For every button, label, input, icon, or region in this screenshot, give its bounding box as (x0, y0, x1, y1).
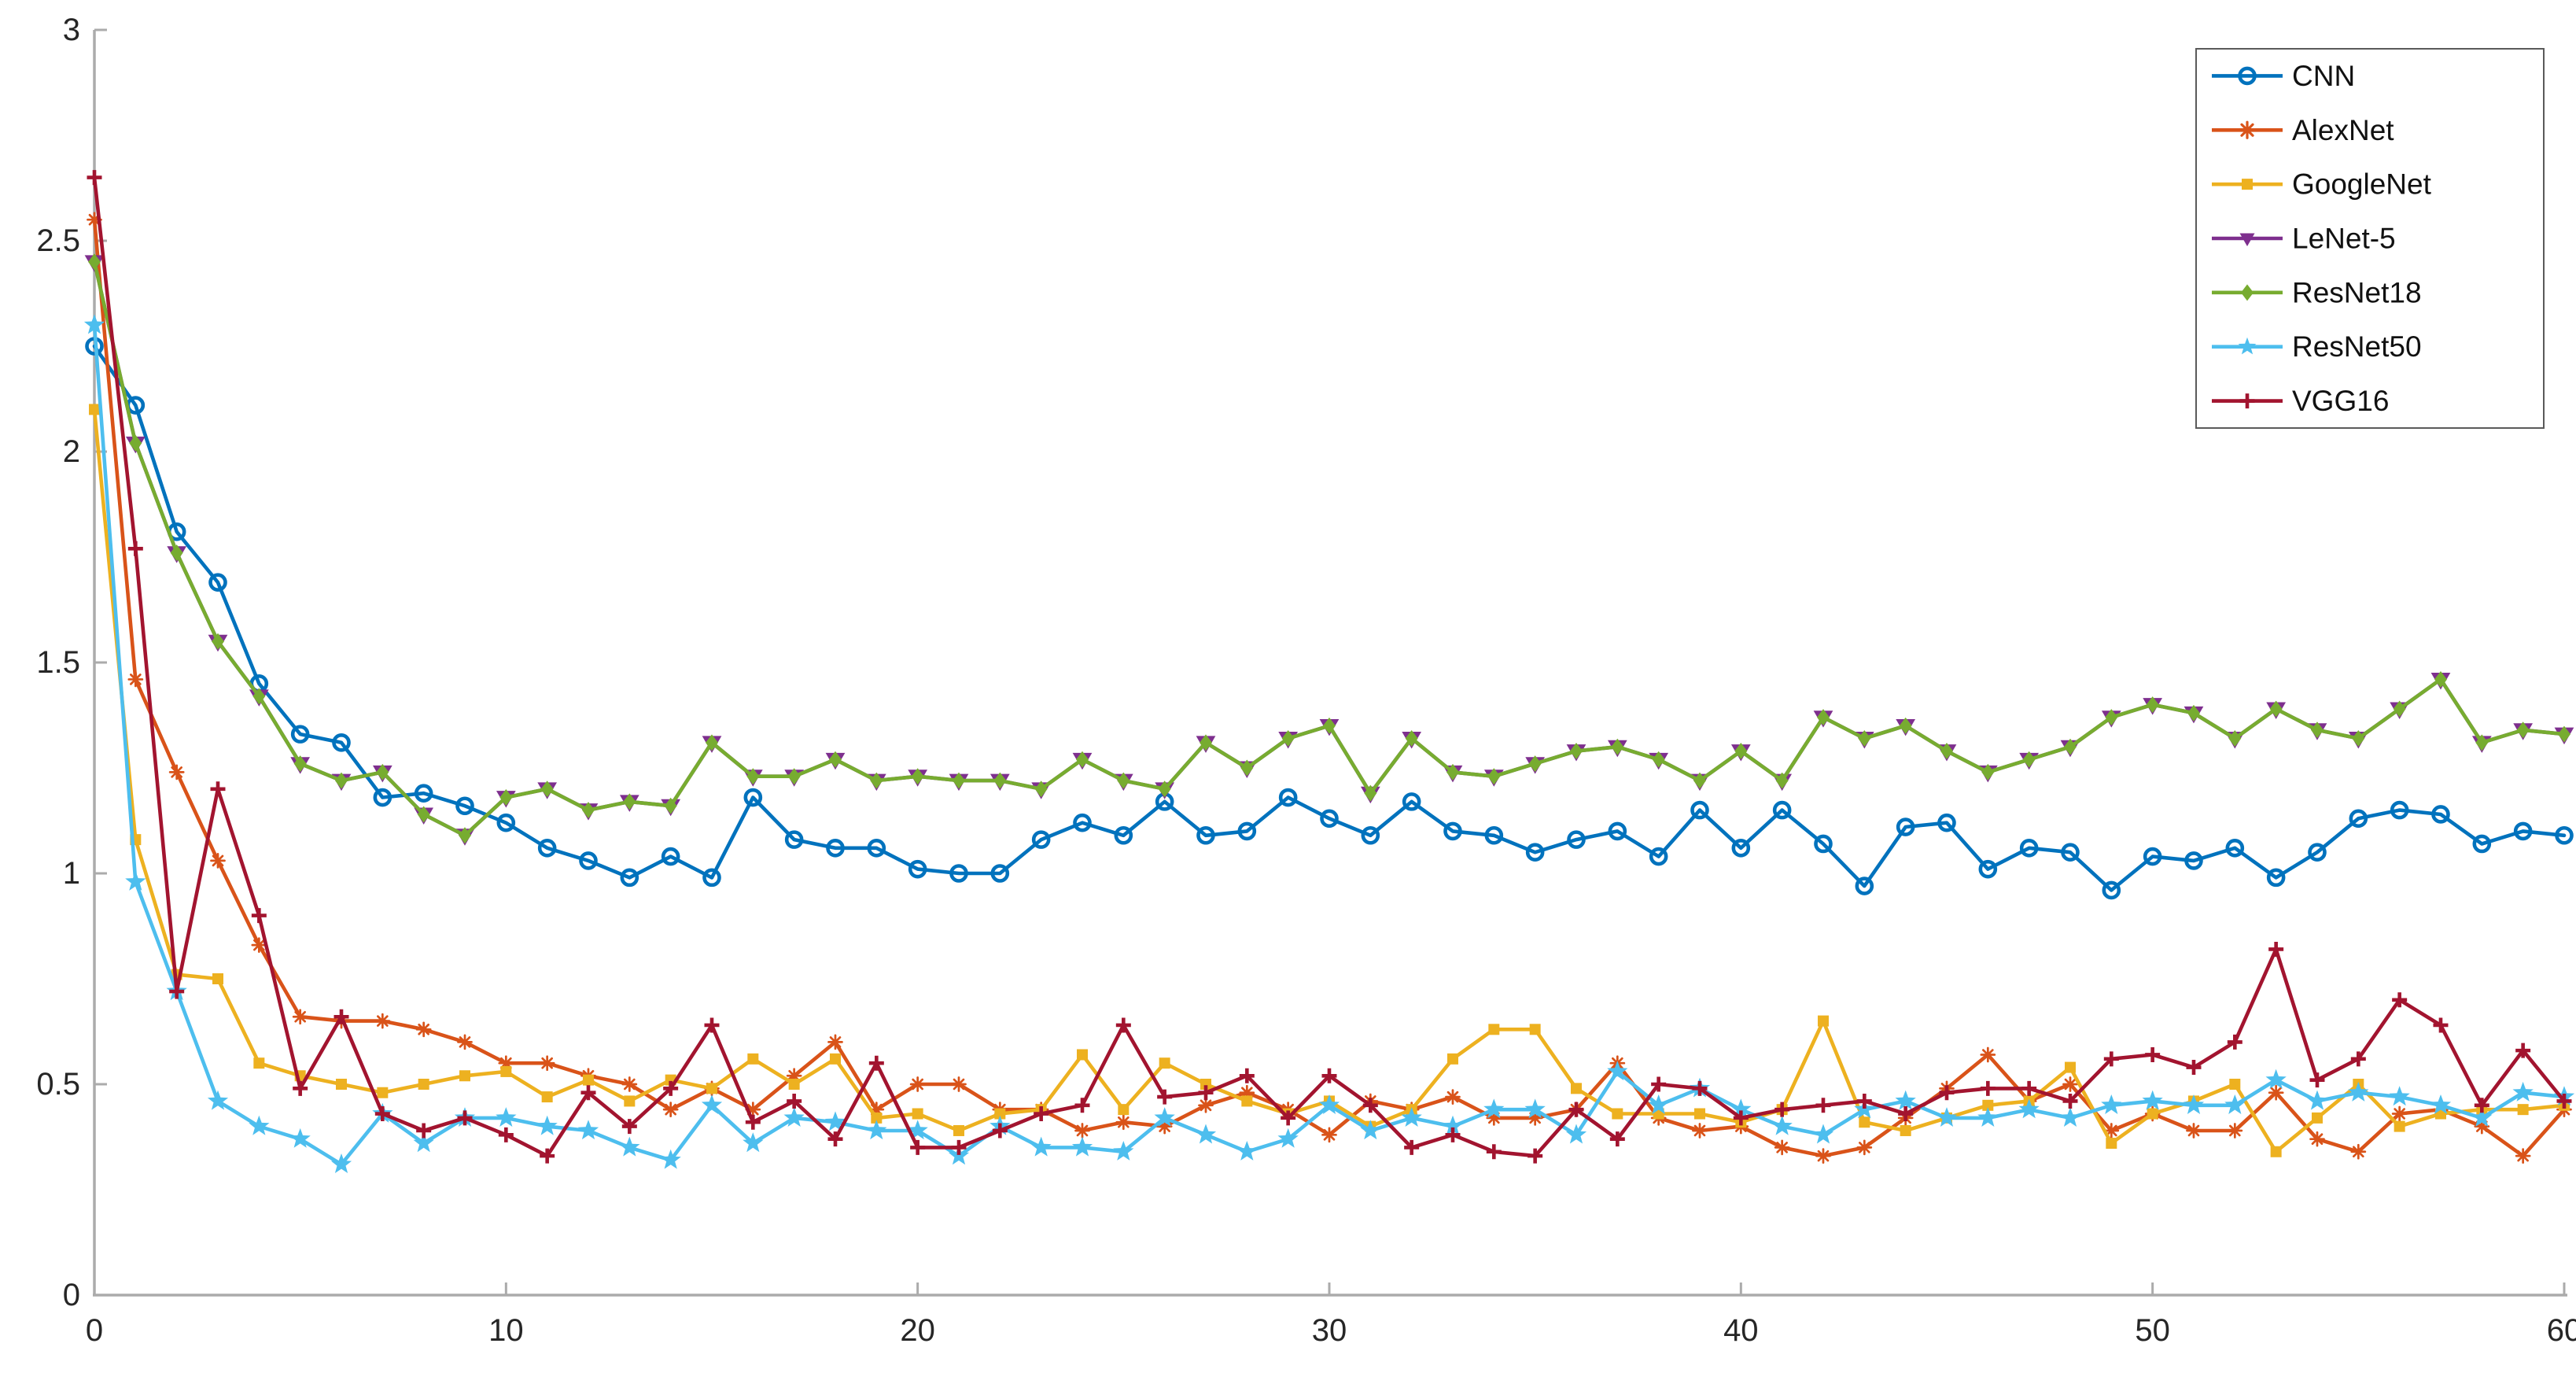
x-tick-label: 20 (900, 1313, 935, 1348)
circle-icon (2238, 66, 2257, 86)
series-vgg16 (87, 170, 2572, 1164)
legend-item-resnet50: ResNet50 (2212, 330, 2422, 363)
legend-label: VGG16 (2292, 385, 2389, 417)
x-tick-label: 0 (86, 1313, 103, 1348)
plus-icon (2239, 393, 2255, 409)
x-tick-label: 60 (2547, 1313, 2576, 1348)
legend-label: LeNet-5 (2292, 223, 2396, 255)
square-icon (2242, 179, 2253, 190)
legend-item-googlenet: GoogleNet (2212, 168, 2432, 201)
legend-label: AlexNet (2292, 114, 2394, 146)
y-tick-label: 2 (63, 434, 80, 469)
x-tick-label: 30 (1312, 1313, 1347, 1348)
x-tick-label: 50 (2135, 1313, 2170, 1348)
asterisk-icon (2238, 120, 2257, 139)
legend-label: ResNet50 (2292, 330, 2422, 363)
series-googlenet (89, 404, 2570, 1157)
y-tick-label: 3 (63, 13, 80, 47)
legend-item-vgg16: VGG16 (2212, 385, 2389, 417)
legend-label: CNN (2292, 60, 2355, 92)
legend-item-resnet18: ResNet18 (2212, 276, 2422, 308)
y-tick-label: 1 (63, 856, 80, 891)
legend-label: ResNet18 (2292, 276, 2422, 308)
legend-item-alexnet: AlexNet (2212, 114, 2394, 146)
star5-icon (2238, 337, 2257, 355)
x-tick-label: 40 (1723, 1313, 1759, 1348)
diamond-icon (2241, 284, 2254, 301)
triangle-down-icon (2239, 233, 2255, 246)
axes: 00.511.522.530 10 20 30 40 50 60 (36, 13, 2576, 1348)
series-lines (83, 170, 2575, 1173)
x-tick-label: 10 (488, 1313, 524, 1348)
legend: CNN AlexNet GoogleNet LeNet-5 ResNet18 ResNet… (2195, 48, 2545, 429)
series-resnet18 (88, 253, 2570, 844)
y-tick-label: 2.5 (36, 223, 80, 258)
y-tick-label: 0.5 (36, 1067, 80, 1102)
y-tick-label: 0 (63, 1278, 80, 1312)
legend-item-lenet-5: LeNet-5 (2212, 223, 2396, 255)
y-tick-label: 1.5 (36, 645, 80, 680)
series-cnn (85, 337, 2574, 900)
legend-label: GoogleNet (2292, 168, 2432, 201)
legend-item-cnn: CNN (2212, 60, 2355, 92)
series-resnet50 (83, 314, 2575, 1173)
